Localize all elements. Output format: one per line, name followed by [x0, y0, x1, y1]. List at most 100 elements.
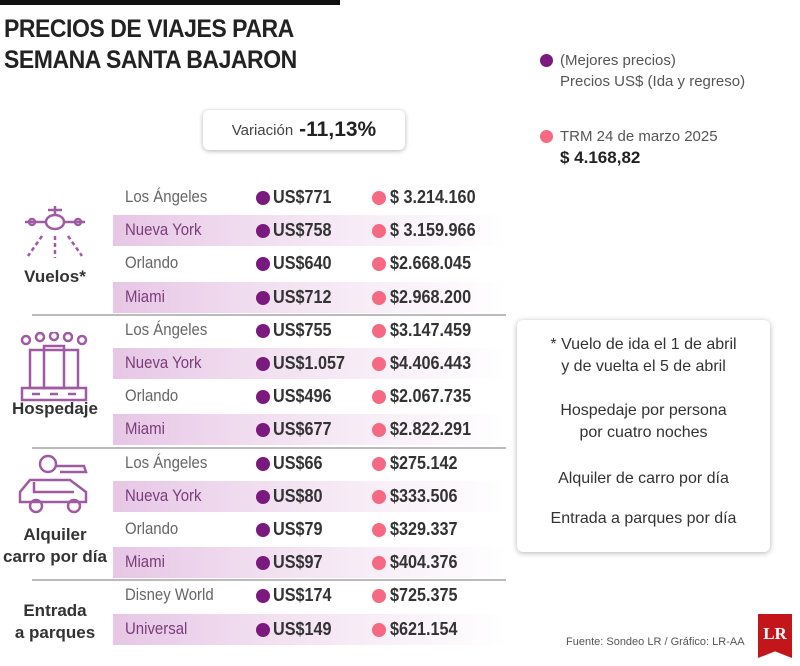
group-label-line: carro por día: [3, 547, 107, 566]
page-title: PRECIOS DE VIAJES PARA SEMANA SANTA BAJA…: [4, 14, 297, 76]
table-row: Orlando US$496 $2.067.735: [113, 381, 505, 412]
table-row: Orlando US$640 $2.668.045: [113, 248, 505, 279]
city-name: Nueva York: [125, 485, 202, 505]
purple-dot-icon: [540, 54, 553, 67]
group-label: Alquiler carro por día: [0, 524, 110, 568]
title-line-1: PRECIOS DE VIAJES PARA: [4, 15, 294, 43]
usd-price: US$771: [273, 187, 332, 207]
cop-price: $333.506: [390, 485, 458, 506]
purple-dot-icon: [256, 191, 270, 205]
cop-price: $3.147.459: [390, 319, 472, 340]
usd-price: US$640: [273, 253, 332, 274]
group-separator: [32, 313, 506, 316]
variation-box: Variación -11,13%: [203, 110, 405, 150]
pink-dot-icon: [372, 622, 386, 637]
usd-price: US$149: [273, 618, 332, 639]
legend-cop: TRM 24 de marzo 2025 $ 4.168,82: [540, 126, 718, 169]
lr-logo: LR: [758, 614, 792, 658]
cop-price: $ 3.159.966: [390, 220, 476, 241]
pink-dot-icon: [372, 489, 386, 504]
legend-cop-rate: $ 4.168,82: [560, 148, 641, 167]
purple-dot-icon: [256, 290, 270, 305]
cop-price: $2.668.045: [390, 253, 472, 274]
city-name: Los Ángeles: [125, 187, 208, 206]
city-name: Nueva York: [125, 220, 202, 240]
airplane-icon: [25, 206, 85, 258]
pink-dot-icon: [372, 290, 386, 305]
usd-price: US$712: [273, 286, 332, 307]
group-label-line: Hospedaje: [12, 399, 98, 418]
group-label-line: a parques: [14, 623, 96, 642]
city-name: Los Ángeles: [125, 319, 208, 339]
table-row: Miami US$97 $404.376: [113, 547, 505, 579]
usd-price: US$496: [273, 386, 332, 407]
hotel-icon: [20, 332, 88, 402]
table-row: Los Ángeles US$755 $3.147.459: [113, 315, 505, 346]
usd-price: US$80: [273, 485, 323, 506]
usd-price: US$1.057: [273, 353, 346, 373]
usd-price: US$755: [273, 319, 332, 340]
pink-dot-icon: [372, 357, 386, 371]
usd-price: US$758: [273, 220, 332, 241]
table-row: Orlando US$79 $329.337: [113, 514, 505, 545]
table-row: Miami US$712 $2.968.200: [113, 281, 505, 313]
legend-usd-line2: Precios US$ (Ida y regreso): [560, 73, 746, 90]
city-name: Disney World: [125, 585, 214, 605]
purple-dot-icon: [256, 224, 270, 239]
purple-dot-icon: [256, 489, 270, 504]
purple-dot-icon: [256, 257, 270, 272]
city-name: Orlando: [125, 519, 179, 538]
usd-price: US$97: [273, 552, 323, 573]
group-label-line: Entrada: [23, 601, 87, 620]
usd-price: US$66: [273, 452, 323, 473]
note-flight-1: * Vuelo de ida el 1 de abril: [550, 336, 737, 353]
notes-box: * Vuelo de ida el 1 de abril y de vuelta…: [517, 320, 770, 552]
note-parks: Entrada a parques por día: [550, 510, 737, 527]
cop-price: $621.154: [390, 618, 458, 639]
purple-dot-icon: [256, 556, 270, 571]
top-bar: [0, 0, 340, 5]
table-row: Los Ángeles US$771 $ 3.214.160: [113, 182, 505, 213]
cop-price: $404.376: [390, 552, 458, 573]
purple-dot-icon: [256, 390, 270, 405]
group-label: Vuelos*: [0, 266, 110, 288]
purple-dot-icon: [256, 357, 270, 371]
legend-usd: (Mejores precios) Precios US$ (Ida y reg…: [540, 50, 746, 92]
purple-dot-icon: [256, 622, 270, 637]
usd-price: US$174: [273, 585, 332, 606]
table-row: Los Ángeles US$66 $275.142: [113, 448, 505, 479]
pink-dot-icon: [372, 556, 386, 571]
cop-price: $ 3.214.160: [390, 187, 476, 207]
table-row: Nueva York US$80 $333.506: [113, 480, 505, 512]
purple-dot-icon: [256, 523, 270, 537]
table-row: Nueva York US$1.057 $4.406.443: [113, 348, 505, 379]
city-name: Universal: [125, 618, 188, 638]
cop-price: $329.337: [390, 519, 458, 539]
note-flight-2: y de vuelta el 5 de abril: [561, 358, 726, 375]
group-label-line: Vuelos*: [24, 267, 86, 286]
pink-dot-icon: [372, 456, 386, 471]
group-separator: [32, 446, 506, 449]
variation-label: Variación: [231, 121, 294, 139]
purple-dot-icon: [256, 589, 270, 604]
usd-price: US$677: [273, 419, 332, 440]
car-key-icon: [18, 454, 88, 514]
cop-price: $2.822.291: [390, 419, 472, 440]
cop-price: $2.067.735: [390, 386, 472, 407]
city-name: Miami: [125, 286, 165, 306]
city-name: Nueva York: [125, 353, 202, 372]
title-line-2: SEMANA SANTA BAJARON: [4, 46, 297, 74]
pink-dot-icon: [372, 589, 386, 604]
usd-price: US$79: [273, 519, 323, 539]
pink-dot-icon: [540, 130, 553, 143]
note-lodging-1: Hospedaje por persona: [560, 402, 727, 419]
group-label: Entrada a parques: [0, 600, 110, 644]
legend-usd-line1: (Mejores precios): [560, 52, 676, 69]
group-label-line: Alquiler: [23, 525, 87, 544]
purple-dot-icon: [256, 323, 270, 338]
group-separator: [32, 579, 506, 582]
purple-dot-icon: [256, 456, 270, 471]
city-name: Miami: [125, 419, 165, 439]
table-row: Disney World US$174 $725.375: [113, 580, 505, 611]
city-name: Miami: [125, 552, 165, 572]
